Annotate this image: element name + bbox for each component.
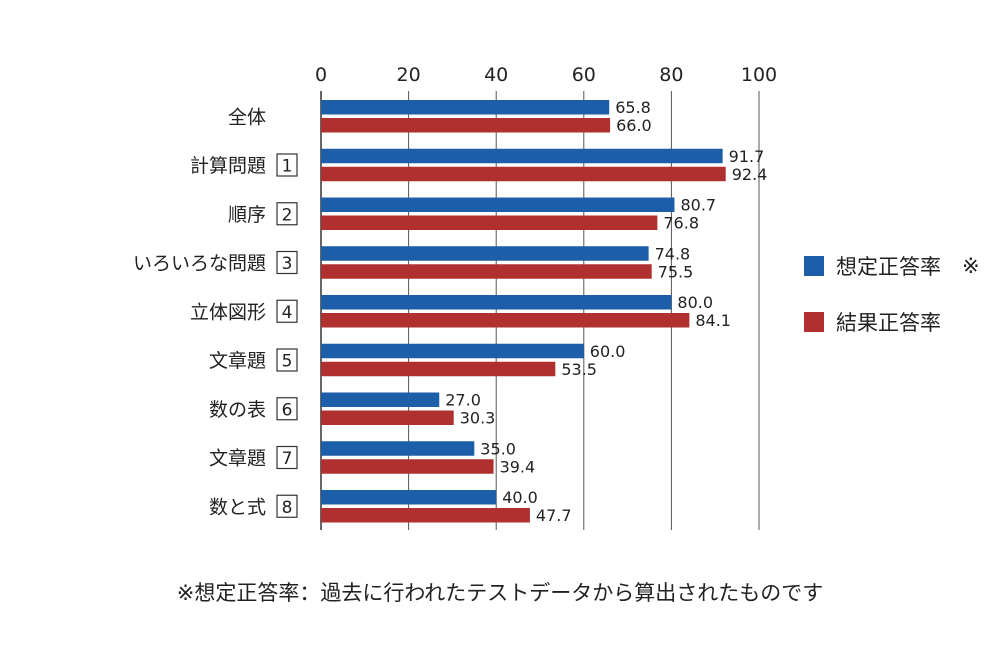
legend-swatch xyxy=(804,312,824,332)
bar-result xyxy=(321,118,611,133)
category-label: 立体図形 xyxy=(190,301,266,323)
category-number-box xyxy=(276,202,298,226)
data-label: 84.1 xyxy=(695,311,731,330)
bar-expected xyxy=(321,100,610,115)
x-tick-label: 20 xyxy=(397,64,421,86)
legend-label: 想定正答率 xyxy=(836,255,941,279)
bar-expected xyxy=(321,392,440,407)
x-tick-label: 100 xyxy=(741,64,777,86)
data-label: 65.8 xyxy=(615,98,651,117)
category-number: 3 xyxy=(282,254,293,274)
category-number: 7 xyxy=(282,449,293,469)
category-number-box xyxy=(276,153,298,177)
bar-expected xyxy=(321,441,475,456)
category-label: 数の表 xyxy=(209,399,266,421)
bar-result xyxy=(321,313,690,328)
category-number-box xyxy=(276,494,298,518)
category-label: 全体 xyxy=(228,106,266,128)
data-label: 39.4 xyxy=(500,457,536,476)
legend-label: 結果正答率 xyxy=(836,311,941,335)
category-number: 2 xyxy=(282,205,293,225)
bar-result xyxy=(321,361,556,377)
category-number-box xyxy=(276,250,298,275)
category-number-box xyxy=(276,348,298,372)
bar-expected xyxy=(321,295,672,310)
bar-result xyxy=(321,410,454,425)
data-label: 35.0 xyxy=(480,439,516,458)
data-label: 27.0 xyxy=(445,391,481,410)
data-label: 92.4 xyxy=(732,165,768,184)
bar-result xyxy=(321,166,726,182)
category-number-box xyxy=(276,397,298,421)
x-tick-label: 60 xyxy=(572,64,596,86)
category-number: 1 xyxy=(282,157,293,177)
legend-marker: ※ xyxy=(962,254,980,278)
category-label: 数と式 xyxy=(209,496,266,518)
data-label: 30.3 xyxy=(460,409,496,428)
data-label: 75.5 xyxy=(658,262,694,281)
x-tick-label: 0 xyxy=(315,64,327,86)
bar-expected xyxy=(321,148,723,164)
bar-result xyxy=(321,215,658,230)
x-tick-label: 40 xyxy=(484,64,508,86)
data-label: 76.8 xyxy=(663,214,699,233)
data-label: 74.8 xyxy=(655,244,691,263)
category-number-box xyxy=(276,299,298,323)
bar-expected xyxy=(321,197,675,212)
bar-expected xyxy=(321,490,497,505)
data-label: 80.0 xyxy=(677,293,713,312)
data-label: 40.0 xyxy=(502,488,538,507)
category-number-box xyxy=(276,445,298,470)
bar-expected xyxy=(321,246,649,261)
bar-result xyxy=(321,459,494,474)
data-label: 80.7 xyxy=(680,196,716,215)
category-label: 文章題 xyxy=(209,448,266,470)
category-label: 計算問題 xyxy=(190,155,266,177)
data-label: 66.0 xyxy=(616,116,652,135)
category-label: いろいろな問題 xyxy=(133,253,266,275)
data-label: 53.5 xyxy=(561,360,597,379)
category-label: 順序 xyxy=(228,204,266,226)
data-label: 47.7 xyxy=(536,506,572,525)
data-label: 91.7 xyxy=(729,147,765,166)
data-label: 60.0 xyxy=(590,342,626,361)
category-label: 文章題 xyxy=(209,350,266,372)
category-number: 4 xyxy=(282,303,293,323)
bar-result xyxy=(321,508,530,523)
bar-expected xyxy=(321,343,584,359)
category-number: 5 xyxy=(282,352,293,372)
x-tick-label: 80 xyxy=(659,64,683,86)
category-number: 8 xyxy=(282,498,293,518)
legend-swatch xyxy=(804,256,824,276)
bar-result xyxy=(321,264,652,279)
category-number: 6 xyxy=(282,400,293,420)
footnote: ※想定正答率：過去に行われたテストデータから算出されたものです xyxy=(176,581,824,605)
